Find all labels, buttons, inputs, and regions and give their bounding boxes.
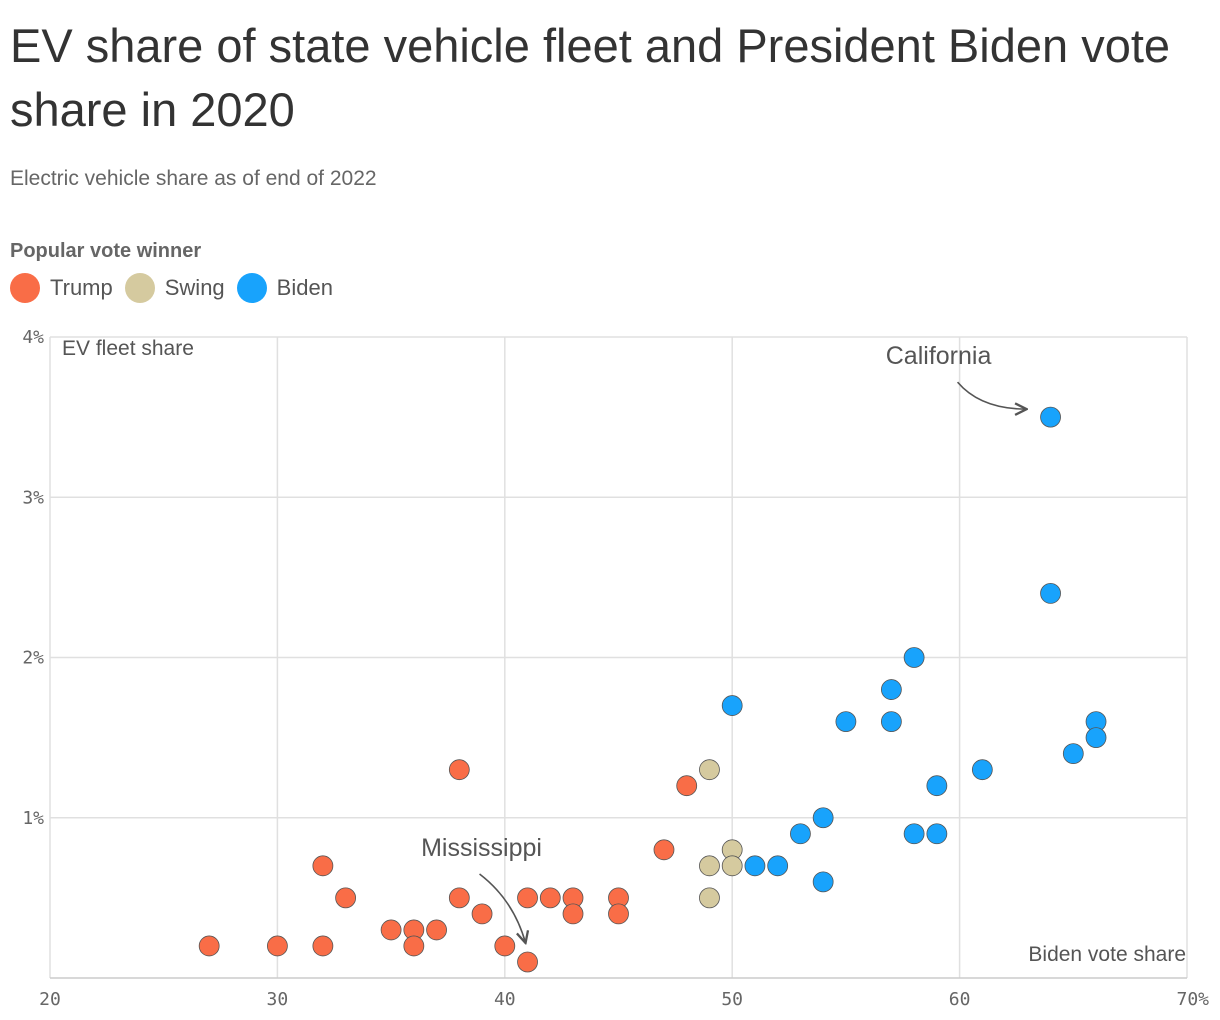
x-tick-label: 70% bbox=[1176, 989, 1209, 1010]
data-point-swing bbox=[699, 855, 720, 877]
scatter-plot: 20 30 40 50 60 70% 1% 2% 3% 4% EV fleet share Bid… bbox=[22, 327, 1209, 1010]
data-point-biden bbox=[790, 823, 811, 845]
data-point-trump bbox=[312, 855, 334, 877]
data-point-biden bbox=[1085, 727, 1107, 749]
legend: Trump Swing Biden bbox=[10, 273, 345, 303]
data-point-trump bbox=[653, 839, 675, 861]
data-point-trump bbox=[539, 887, 561, 909]
data-point-biden bbox=[1040, 406, 1061, 428]
legend-swatch-biden bbox=[236, 273, 267, 303]
x-axis-label: Biden vote share bbox=[1028, 943, 1186, 966]
data-point-biden bbox=[721, 695, 743, 716]
annotations: California Mississippi bbox=[421, 342, 1026, 943]
data-point-trump bbox=[517, 887, 538, 909]
data-point-trump bbox=[198, 935, 220, 957]
data-point-trump bbox=[448, 759, 470, 781]
y-tick-label: 2% bbox=[22, 648, 44, 669]
grid-lines bbox=[49, 336, 1188, 979]
data-point-biden bbox=[1062, 743, 1084, 765]
legend-label-trump: Trump bbox=[50, 275, 113, 300]
data-point-trump bbox=[335, 887, 357, 909]
x-tick-label: 20 bbox=[39, 989, 61, 1010]
data-point-biden bbox=[971, 759, 993, 781]
data-point-swing bbox=[699, 759, 720, 781]
legend-item-swing: Swing bbox=[124, 273, 225, 303]
y-axis-label: EV fleet share bbox=[62, 337, 194, 360]
data-point-swing bbox=[721, 855, 743, 877]
data-point-trump bbox=[426, 919, 447, 941]
data-point-biden bbox=[880, 679, 902, 700]
tick-labels: 20 30 40 50 60 70% 1% 2% 3% 4% bbox=[22, 327, 1209, 1010]
data-point-trump bbox=[266, 935, 288, 957]
legend-label-swing: Swing bbox=[164, 275, 225, 300]
annotation-arrow bbox=[956, 381, 1027, 409]
legend-swatch-trump bbox=[10, 273, 40, 303]
x-tick-label: 60 bbox=[949, 989, 971, 1010]
data-point-biden bbox=[903, 823, 925, 845]
data-points bbox=[198, 406, 1107, 973]
x-tick-label: 30 bbox=[267, 989, 289, 1010]
data-point-trump bbox=[380, 919, 402, 941]
data-point-biden bbox=[880, 711, 902, 733]
data-point-biden bbox=[812, 807, 834, 829]
data-point-biden bbox=[744, 855, 766, 877]
legend-title: Popular vote winner bbox=[10, 240, 202, 262]
legend-label-biden: Biden bbox=[276, 275, 333, 300]
data-point-trump bbox=[471, 903, 493, 925]
annotation-label: Mississippi bbox=[421, 834, 542, 862]
chart-title: EV share of state vehicle fleet and Pres… bbox=[10, 19, 1171, 136]
data-point-biden bbox=[903, 647, 925, 668]
x-tick-label: 40 bbox=[494, 989, 516, 1010]
data-point-biden bbox=[812, 871, 834, 893]
annotation-arrow bbox=[479, 873, 526, 943]
data-point-trump bbox=[562, 903, 584, 925]
data-point-trump bbox=[517, 951, 538, 973]
y-tick-label: 1% bbox=[22, 808, 44, 829]
y-tick-label: 4% bbox=[22, 327, 44, 348]
data-point-biden bbox=[1040, 582, 1061, 604]
legend-swatch-swing bbox=[124, 273, 155, 303]
data-point-trump bbox=[494, 935, 516, 957]
x-tick-label: 50 bbox=[721, 989, 743, 1010]
legend-item-trump: Trump bbox=[10, 273, 113, 303]
data-point-biden bbox=[767, 855, 789, 877]
y-tick-label: 3% bbox=[22, 487, 44, 508]
data-point-biden bbox=[926, 823, 948, 845]
data-point-swing bbox=[699, 887, 720, 909]
data-point-biden bbox=[926, 775, 948, 797]
data-point-trump bbox=[676, 775, 698, 797]
annotation-label: California bbox=[886, 342, 992, 370]
legend-item-biden: Biden bbox=[236, 273, 333, 303]
data-point-trump bbox=[312, 935, 334, 957]
data-point-biden bbox=[835, 711, 857, 733]
data-point-trump bbox=[608, 903, 629, 925]
data-point-trump bbox=[448, 887, 470, 909]
data-point-trump bbox=[403, 935, 425, 957]
chart-subtitle: Electric vehicle share as of end of 2022 bbox=[10, 167, 377, 190]
